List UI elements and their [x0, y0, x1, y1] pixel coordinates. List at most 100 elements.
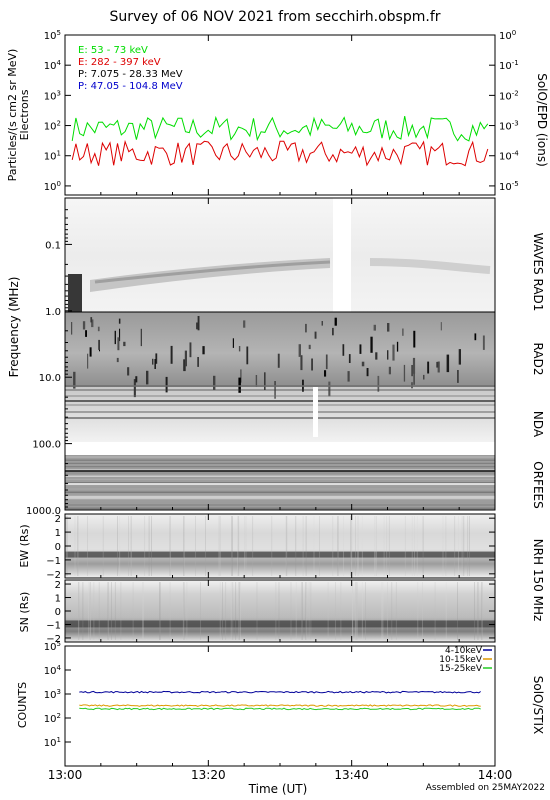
rad2-panel-label: RAD2	[531, 343, 545, 376]
rad2-burst-mark	[213, 375, 216, 390]
rad2-burst-mark	[154, 359, 156, 369]
frequency-tick-label: 1000.0	[26, 506, 61, 517]
ew-bright-band	[65, 551, 495, 558]
rad2-burst-mark	[370, 336, 373, 353]
rad2-burst-mark	[152, 358, 154, 365]
epd-left-tick-label: 105	[44, 29, 61, 42]
time-tick-label: 14:00	[478, 768, 513, 782]
rad2-burst-mark	[170, 345, 173, 364]
rad2-burst-mark	[87, 353, 89, 369]
nrh-ew-texture	[65, 516, 495, 576]
epd-left-tick-label: 101	[44, 150, 61, 163]
rad2-burst-mark	[116, 357, 119, 363]
rad2-burst-mark	[146, 370, 149, 385]
nda-data-gap	[313, 387, 318, 437]
nrh-sn-ticks: 2 1 0 −1 −2	[46, 580, 495, 645]
stix-tick-label: 101	[44, 736, 61, 749]
rad2-burst-mark	[321, 321, 323, 326]
time-tick-label: 13:20	[191, 768, 226, 782]
stix-series-line	[79, 704, 481, 707]
rad2-burst-mark	[314, 331, 317, 339]
rad2-burst-mark	[183, 359, 186, 372]
nrh-ew-ticks: 2 1 0 −1 −2	[46, 514, 495, 581]
low-frequency-burst	[68, 274, 82, 312]
sn-tick-label: −2	[46, 634, 61, 645]
rad2-burst-mark	[189, 342, 192, 358]
ew-ylabel: EW (Rs)	[18, 524, 31, 567]
rad2-burst-mark	[246, 346, 249, 365]
rad2-burst-mark	[155, 353, 158, 364]
rad2-burst-mark	[202, 346, 205, 355]
rad2-burst-mark	[119, 328, 121, 342]
rad2-burst-mark	[325, 354, 328, 370]
frequency-tick-label: 10.0	[39, 373, 61, 384]
rad2-burst-mark	[328, 381, 331, 397]
frequency-ylabel: Frequency (MHz)	[7, 277, 21, 378]
ew-tick-label: −1	[46, 556, 61, 567]
nrh-sn-panel: 2 1 0 −1 −2 SN (Rs) NRH 150 MHz	[18, 539, 545, 645]
rad2-burst-mark	[375, 352, 378, 360]
epd-left-tick-label: 104	[44, 59, 62, 72]
rad2-burst-mark	[232, 338, 234, 348]
rad2-burst-mark	[359, 344, 362, 354]
rad1-data-gap	[333, 198, 351, 312]
rad2-burst-mark	[482, 335, 485, 350]
waves-rad1-image	[65, 198, 495, 312]
stix-legend-entry: 10-15keV	[439, 655, 483, 665]
stix-tick-label: 104	[44, 664, 62, 677]
rad2-burst-mark	[411, 382, 413, 389]
rad2-burst-mark	[71, 322, 73, 335]
rad2-burst-mark	[118, 318, 121, 324]
rad2-burst-mark	[396, 341, 399, 352]
ew-tick-label: −2	[46, 570, 61, 581]
epd-legend-entry: P: 47.05 - 104.8 MeV	[78, 81, 183, 92]
sn-ylabel: SN (Rs)	[18, 592, 31, 633]
rad2-burst-mark	[97, 326, 100, 332]
rad2-burst-mark	[133, 379, 136, 398]
epd-right-tick-label: 10-2	[499, 89, 519, 102]
nrh-ew-image	[65, 514, 495, 578]
rad2-burst-mark	[73, 371, 76, 389]
waves-panel-label: WAVES RAD1	[531, 233, 545, 312]
counts-ylabel: COUNTS	[16, 682, 29, 728]
nrh-sn-texture	[65, 582, 495, 640]
rad2-burst-mark	[90, 317, 93, 323]
rad2-burst-mark	[387, 323, 390, 332]
rad2-burst-mark	[298, 344, 301, 357]
sn-tick-label: 0	[55, 607, 61, 618]
rad2-burst-mark	[423, 374, 425, 380]
rad2-burst-mark	[117, 337, 120, 351]
orfees-panel-label: ORFEES	[531, 461, 545, 508]
epd-ylabel-species: Electrons	[18, 89, 31, 140]
rad2-burst-mark	[127, 367, 130, 376]
rad2-burst-mark	[305, 323, 307, 333]
epd-panel: 100 101 102 103 104 105 10-5 10-4 10-3 10-2 10-1 1…	[6, 29, 549, 196]
epd-left-tick-label: 103	[44, 89, 61, 102]
time-tick-label: 13:40	[334, 768, 369, 782]
rad2-burst-mark	[457, 370, 459, 383]
nrh-panel-label: NRH 150 MHz	[531, 539, 545, 622]
rad2-burst-mark	[264, 372, 266, 390]
epd-right-tick-label: 10-1	[499, 59, 519, 72]
rad2-burst-mark	[437, 361, 440, 373]
stix-series-line	[79, 707, 481, 711]
assembled-footer: Assembled on 25MAY2022	[426, 783, 545, 793]
rad2-burst-mark	[196, 322, 198, 330]
rad2-burst-mark	[308, 344, 311, 350]
nda-orfees-gap	[65, 442, 495, 455]
rad2-image	[65, 312, 495, 387]
stix-legend-entry: 15-25keV	[439, 664, 483, 674]
ew-tick-label: 0	[55, 542, 61, 553]
epd-series-group	[71, 115, 489, 167]
epd-panel-label: SolO/EPD (ions)	[535, 73, 549, 167]
rad2-burst-mark	[240, 369, 242, 383]
nrh-sn-image	[65, 580, 495, 642]
rad2-burst-mark	[324, 370, 327, 377]
sn-tick-label: 2	[55, 580, 61, 591]
nda-panel-label: NDA	[531, 411, 545, 438]
rad2-burst-mark	[348, 354, 351, 363]
rad2-burst-mark	[238, 346, 241, 352]
rad2-burst-mark	[114, 330, 116, 345]
